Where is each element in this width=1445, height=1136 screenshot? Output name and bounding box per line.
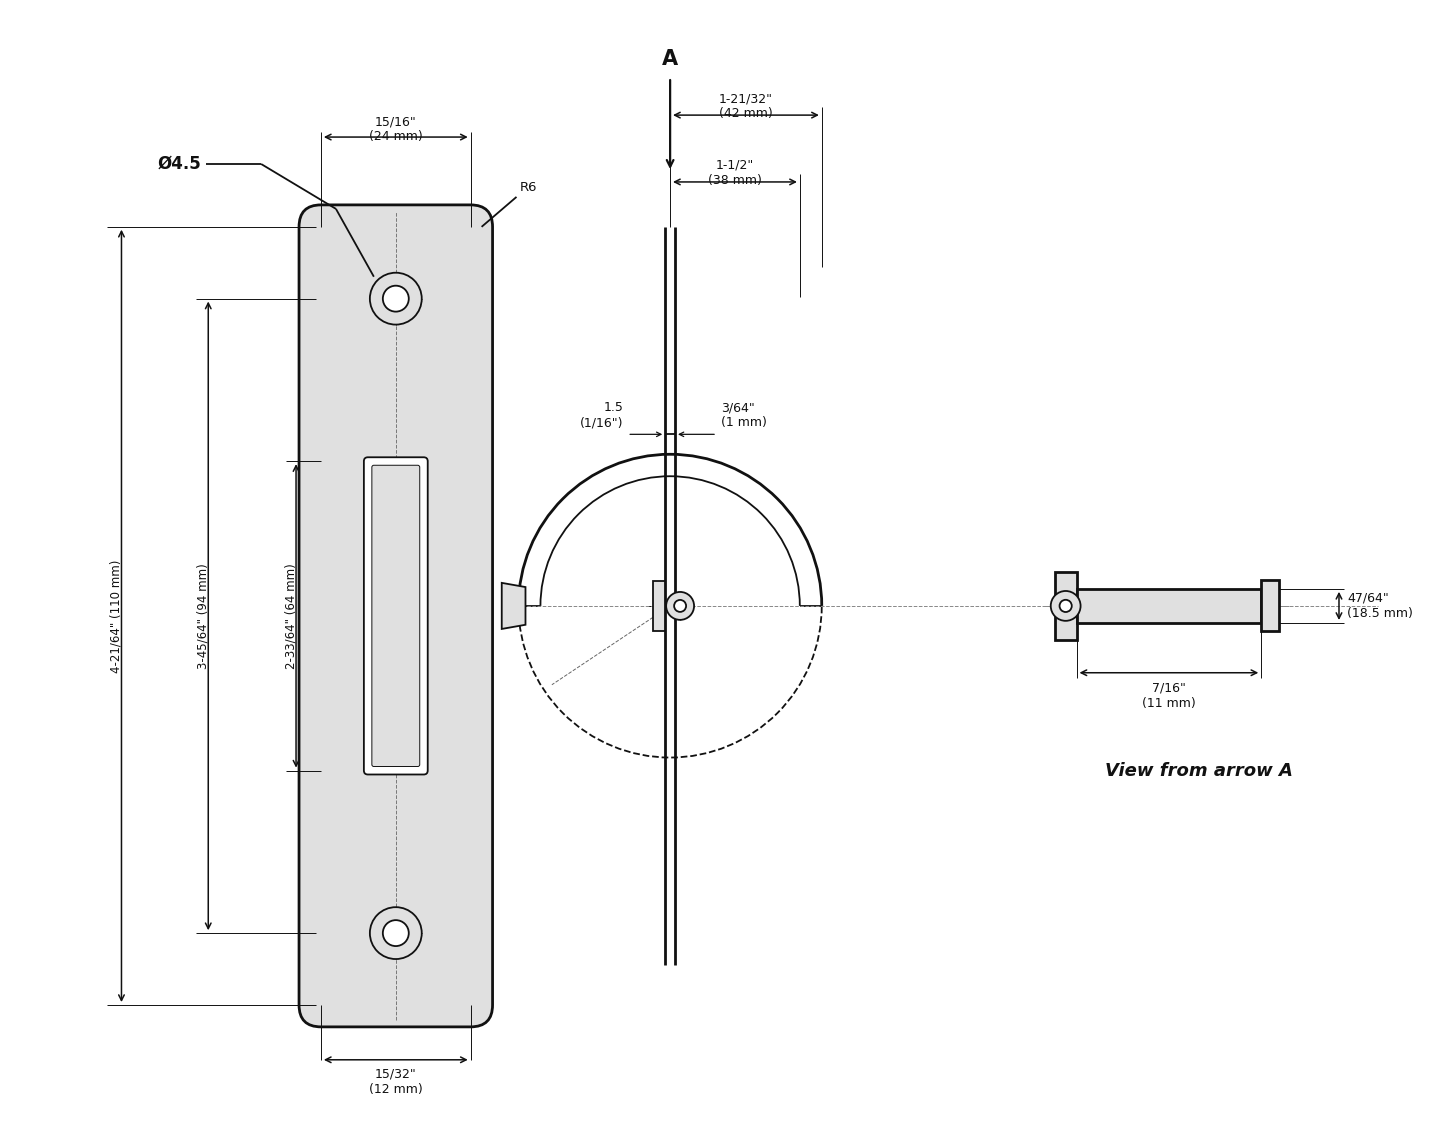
Bar — [653, 580, 665, 630]
Circle shape — [383, 920, 409, 946]
Text: 1.5
(1/16"): 1.5 (1/16") — [579, 401, 623, 429]
Text: 3/64"
(1 mm): 3/64" (1 mm) — [721, 401, 767, 429]
FancyBboxPatch shape — [364, 458, 428, 775]
Text: 2-33/64" (64 mm): 2-33/64" (64 mm) — [285, 563, 298, 669]
Polygon shape — [501, 583, 526, 629]
Text: A: A — [662, 49, 678, 69]
Circle shape — [370, 273, 422, 325]
Bar — [1077, 588, 1261, 623]
Circle shape — [1059, 600, 1072, 612]
Text: 3-45/64" (94 mm): 3-45/64" (94 mm) — [197, 563, 210, 669]
Circle shape — [370, 908, 422, 959]
Bar — [1055, 573, 1077, 640]
FancyBboxPatch shape — [299, 204, 493, 1027]
Circle shape — [383, 285, 409, 311]
Text: 15/32"
(12 mm): 15/32" (12 mm) — [368, 1068, 423, 1096]
Text: 47/64"
(18.5 mm): 47/64" (18.5 mm) — [1347, 592, 1413, 620]
Circle shape — [1051, 591, 1081, 621]
Circle shape — [666, 592, 694, 620]
Text: 1-21/32"
(42 mm): 1-21/32" (42 mm) — [720, 92, 773, 120]
Text: R6: R6 — [520, 181, 538, 194]
Text: 4-21/64" (110 mm): 4-21/64" (110 mm) — [110, 559, 123, 673]
FancyBboxPatch shape — [371, 466, 419, 767]
Text: 1-1/2"
(38 mm): 1-1/2" (38 mm) — [708, 159, 762, 187]
Circle shape — [675, 600, 686, 612]
Text: 7/16"
(11 mm): 7/16" (11 mm) — [1142, 682, 1196, 710]
Text: View from arrow A: View from arrow A — [1105, 761, 1293, 779]
Text: Ø4.5: Ø4.5 — [158, 154, 201, 173]
Text: 15/16"
(24 mm): 15/16" (24 mm) — [368, 115, 423, 143]
Bar — [1261, 580, 1279, 632]
